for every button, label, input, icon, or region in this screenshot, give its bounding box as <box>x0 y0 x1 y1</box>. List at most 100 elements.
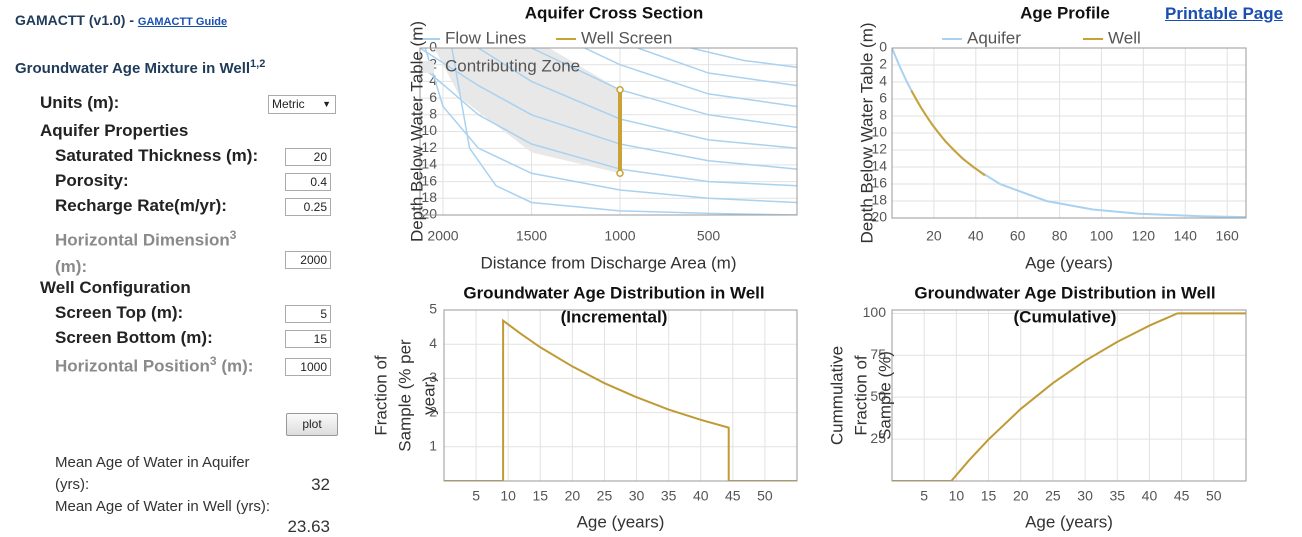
series-line <box>910 90 986 177</box>
plot-frame <box>419 47 798 216</box>
result-label: Mean Age of Water in Aquifer (yrs): <box>55 454 250 493</box>
x-tick-label: 40 <box>1142 488 1158 504</box>
series-line <box>892 312 1246 481</box>
y-tick-label: 20 <box>871 209 887 225</box>
input[interactable]: 5 <box>285 305 331 323</box>
x-tick-label: 5 <box>472 488 480 504</box>
input[interactable]: 0.4 <box>285 173 331 191</box>
printable-link[interactable]: Printable Page <box>1165 4 1284 23</box>
x-axis-title: Age (years) <box>1025 512 1113 531</box>
y-tick-label: 10 <box>871 124 887 140</box>
input[interactable]: 15 <box>285 330 331 348</box>
chart-title: (Cumulative) <box>1014 307 1117 326</box>
legend-label: Contributing Zone <box>445 56 580 75</box>
section-heading: Well Configuration <box>40 278 191 297</box>
x-tick-label: 2000 <box>427 228 458 244</box>
y-tick-label: 14 <box>421 156 437 172</box>
x-tick-label: 45 <box>725 488 741 504</box>
x-tick-label: 35 <box>1109 488 1125 504</box>
y-tick-label: 6 <box>429 89 437 105</box>
y-tick-label: 10 <box>421 122 437 138</box>
flow-line <box>420 64 797 187</box>
y-tick-label: 75 <box>870 346 886 362</box>
units-select[interactable]: Metric <box>268 95 336 114</box>
x-tick-label: 160 <box>1215 228 1239 244</box>
field-label: Horizontal Position3 (m): <box>55 354 253 377</box>
input[interactable]: 0.25 <box>285 198 331 216</box>
y-tick-label: 4 <box>429 72 437 88</box>
x-tick-label: 100 <box>1090 228 1114 244</box>
x-tick-label: 15 <box>981 488 997 504</box>
chart-title: Groundwater Age Distribution in Well <box>914 283 1215 302</box>
x-axis-title: Age (years) <box>577 512 665 531</box>
y-axis-title: Sample (% per <box>395 339 414 452</box>
unit: (m): <box>221 356 254 376</box>
flow-line <box>584 48 797 108</box>
y-tick-label: 0 <box>429 39 437 55</box>
form-heading: Groundwater Age Mixture in Well1,2 <box>15 58 265 77</box>
footnote: 3 <box>229 228 237 242</box>
field-label: Units (m): <box>40 93 120 112</box>
plot-area <box>892 310 1246 481</box>
input[interactable]: 1000 <box>285 358 331 376</box>
field-label: Recharge Rate(m/yr): <box>55 196 227 215</box>
y-tick-label: 100 <box>863 304 887 320</box>
x-tick-label: 45 <box>1174 488 1190 504</box>
y-tick-label: 20 <box>421 206 437 222</box>
x-tick-label: 120 <box>1132 228 1156 244</box>
guide-link[interactable]: GAMACTT Guide <box>137 16 228 28</box>
unit: (m): <box>55 256 88 276</box>
y-tick-label: 16 <box>871 175 887 191</box>
legend-swatch <box>420 61 434 73</box>
y-tick-label: 4 <box>429 335 437 351</box>
heading-text: Groundwater Age Mixture in Well <box>15 60 251 77</box>
y-tick-label: 5 <box>429 301 437 317</box>
plot-frame <box>443 309 798 482</box>
plot-area <box>444 310 797 481</box>
input[interactable]: 2000 <box>285 251 331 269</box>
y-tick-label: 25 <box>870 430 886 446</box>
x-axis-title: Distance from Discharge Area (m) <box>480 253 736 272</box>
y-tick-label: 12 <box>871 141 887 157</box>
x-tick-label: 20 <box>1013 488 1029 504</box>
x-tick-label: 25 <box>1045 488 1061 504</box>
y-tick-label: 2 <box>429 403 437 419</box>
result-label: Mean Age of Water in Well (yrs): <box>55 498 271 515</box>
series-line <box>444 318 797 481</box>
x-tick-label: 35 <box>661 488 677 504</box>
legend-label: Well <box>1108 28 1141 47</box>
plot-button[interactable]: plot <box>286 413 338 436</box>
y-tick-label: 12 <box>421 139 437 155</box>
plot-frame <box>891 47 1247 219</box>
x-tick-label: 10 <box>500 488 516 504</box>
marker <box>616 86 624 94</box>
chart-title: Age Profile <box>1020 3 1110 22</box>
y-axis-title: Cummulative <box>827 346 846 445</box>
flow-line <box>637 48 797 87</box>
y-tick-label: 8 <box>429 106 437 122</box>
chart-title: Aquifer Cross Section <box>525 3 704 22</box>
plot-frame <box>891 309 1247 482</box>
x-tick-label: 20 <box>565 488 581 504</box>
result-value: 32 <box>311 475 330 494</box>
marker <box>616 169 624 177</box>
input[interactable]: 20 <box>285 148 331 166</box>
field-label: Screen Bottom (m): <box>55 328 213 347</box>
y-tick-label: 1 <box>429 438 437 454</box>
x-tick-label: 50 <box>1206 488 1222 504</box>
legend-label: Well Screen <box>581 28 672 47</box>
y-tick-label: 18 <box>421 189 437 205</box>
section-heading: Aquifer Properties <box>40 121 189 140</box>
x-tick-label: 60 <box>1010 228 1026 244</box>
label-text: Horizontal Dimension <box>55 230 230 250</box>
footnote: 3 <box>209 354 217 368</box>
chart-title: Groundwater Age Distribution in Well <box>463 283 764 302</box>
y-tick-label: 0 <box>879 39 887 55</box>
x-tick-label: 10 <box>949 488 965 504</box>
x-tick-label: 1500 <box>516 228 547 244</box>
flow-line <box>424 48 797 204</box>
x-tick-label: 140 <box>1174 228 1198 244</box>
field-label: Porosity: <box>55 171 129 190</box>
